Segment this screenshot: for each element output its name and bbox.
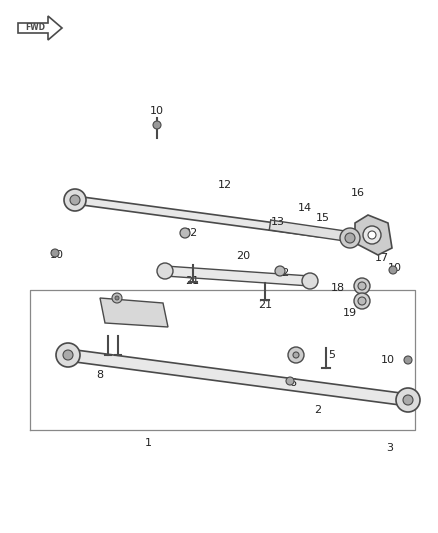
Text: 19: 19 (343, 308, 357, 318)
Circle shape (358, 282, 366, 290)
Circle shape (70, 195, 80, 205)
Polygon shape (67, 349, 409, 406)
Circle shape (157, 263, 173, 279)
Circle shape (63, 350, 73, 360)
Text: 16: 16 (351, 188, 365, 198)
Text: 10: 10 (388, 263, 402, 273)
Polygon shape (100, 298, 168, 327)
Circle shape (56, 343, 80, 367)
Circle shape (64, 189, 86, 211)
Text: 6: 6 (290, 378, 297, 388)
Text: 22: 22 (275, 268, 289, 278)
Circle shape (345, 233, 355, 243)
Circle shape (153, 121, 161, 129)
Circle shape (358, 297, 366, 305)
Circle shape (51, 249, 59, 257)
Text: 5: 5 (328, 350, 336, 360)
Text: 10: 10 (150, 106, 164, 116)
Circle shape (363, 226, 381, 244)
Circle shape (115, 296, 119, 300)
Polygon shape (269, 220, 346, 241)
Circle shape (404, 356, 412, 364)
Text: 12: 12 (218, 180, 232, 190)
Text: 13: 13 (271, 217, 285, 227)
Circle shape (368, 231, 376, 239)
Text: 2: 2 (314, 405, 321, 415)
Text: 4: 4 (297, 350, 304, 360)
Circle shape (354, 293, 370, 309)
Circle shape (340, 228, 360, 248)
Circle shape (112, 293, 122, 303)
Circle shape (180, 228, 190, 238)
Text: 17: 17 (375, 253, 389, 263)
Text: 20: 20 (236, 251, 250, 261)
Text: 10: 10 (381, 355, 395, 365)
Polygon shape (74, 196, 321, 237)
Circle shape (354, 278, 370, 294)
Text: 18: 18 (331, 283, 345, 293)
Polygon shape (18, 16, 62, 40)
Text: 14: 14 (298, 203, 312, 213)
Text: 7: 7 (148, 318, 155, 328)
Text: FWD: FWD (25, 23, 45, 33)
Circle shape (288, 347, 304, 363)
Circle shape (286, 377, 294, 385)
Circle shape (293, 352, 299, 358)
Polygon shape (355, 215, 392, 255)
Circle shape (275, 266, 285, 276)
Text: 8: 8 (96, 370, 103, 380)
Polygon shape (165, 266, 311, 286)
Text: 10: 10 (50, 250, 64, 260)
Text: 15: 15 (316, 213, 330, 223)
Text: 3: 3 (386, 443, 393, 453)
Text: 21: 21 (258, 300, 272, 310)
Circle shape (389, 266, 397, 274)
Text: 9: 9 (114, 296, 122, 306)
Circle shape (403, 395, 413, 405)
Text: 21: 21 (185, 276, 199, 286)
Text: 1: 1 (145, 438, 152, 448)
Text: 22: 22 (183, 228, 197, 238)
Circle shape (302, 273, 318, 289)
Circle shape (396, 388, 420, 412)
